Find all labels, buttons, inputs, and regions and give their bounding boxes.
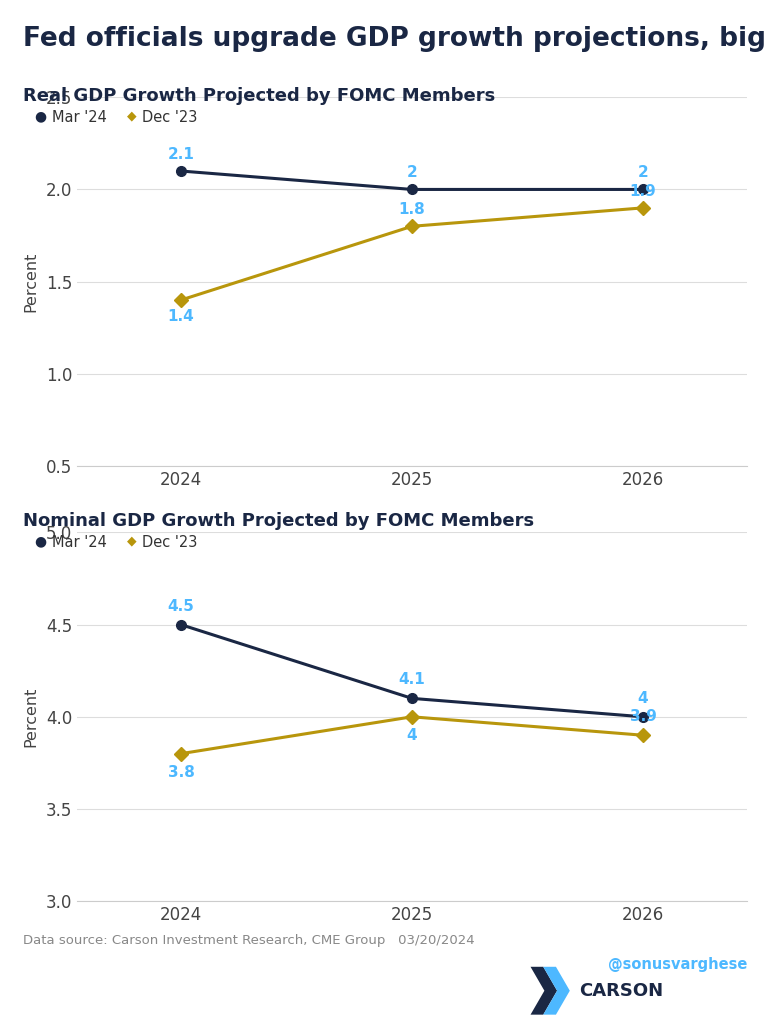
Y-axis label: Percent: Percent bbox=[24, 687, 38, 746]
Text: CARSON: CARSON bbox=[579, 982, 663, 999]
Text: 3.8: 3.8 bbox=[168, 765, 194, 779]
Text: Mar '24: Mar '24 bbox=[52, 110, 107, 125]
Text: 2.1: 2.1 bbox=[168, 146, 194, 162]
Text: @sonusvarghese: @sonusvarghese bbox=[608, 957, 747, 973]
Text: 4: 4 bbox=[407, 728, 417, 742]
Text: Real GDP Growth Projected by FOMC Members: Real GDP Growth Projected by FOMC Member… bbox=[23, 87, 495, 105]
Text: ●: ● bbox=[35, 110, 47, 124]
Text: 2: 2 bbox=[407, 165, 417, 180]
Text: 1.8: 1.8 bbox=[399, 202, 425, 217]
Text: 3.9: 3.9 bbox=[630, 710, 656, 724]
Y-axis label: Percent: Percent bbox=[24, 252, 38, 311]
Text: 4.1: 4.1 bbox=[399, 673, 425, 687]
Polygon shape bbox=[531, 967, 557, 1015]
Text: Fed officials upgrade GDP growth projections, big time: Fed officials upgrade GDP growth project… bbox=[23, 26, 770, 51]
Text: Mar '24: Mar '24 bbox=[52, 535, 107, 550]
Text: 2: 2 bbox=[638, 165, 648, 180]
Text: Dec '23: Dec '23 bbox=[142, 110, 198, 125]
Text: 1.4: 1.4 bbox=[168, 309, 194, 325]
Text: ◆: ◆ bbox=[127, 110, 137, 123]
Text: Data source: Carson Investment Research, CME Group   03/20/2024: Data source: Carson Investment Research,… bbox=[23, 934, 475, 947]
Text: 4: 4 bbox=[638, 691, 648, 706]
Text: ◆: ◆ bbox=[127, 535, 137, 548]
Text: 4.5: 4.5 bbox=[168, 599, 194, 613]
Text: 1.9: 1.9 bbox=[630, 183, 656, 199]
Text: ●: ● bbox=[35, 535, 47, 549]
Text: Nominal GDP Growth Projected by FOMC Members: Nominal GDP Growth Projected by FOMC Mem… bbox=[23, 512, 534, 530]
Text: Dec '23: Dec '23 bbox=[142, 535, 198, 550]
Polygon shape bbox=[544, 967, 570, 1015]
